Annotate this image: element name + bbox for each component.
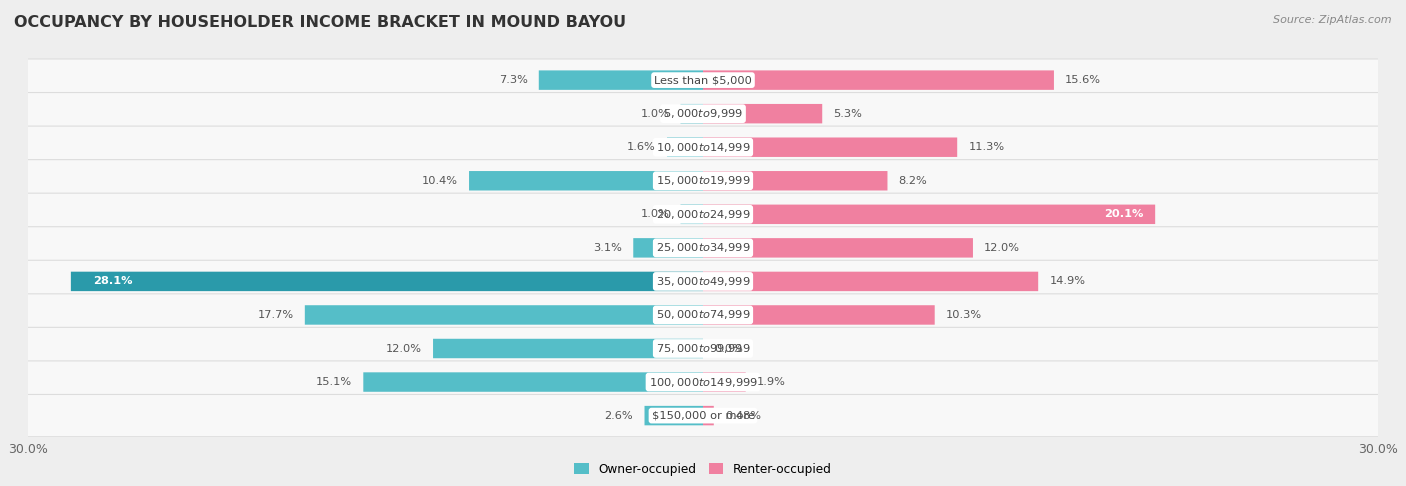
Text: 2.6%: 2.6%	[605, 411, 633, 420]
FancyBboxPatch shape	[703, 372, 745, 392]
Text: 10.3%: 10.3%	[946, 310, 981, 320]
FancyBboxPatch shape	[18, 294, 1388, 336]
FancyBboxPatch shape	[305, 305, 703, 325]
FancyBboxPatch shape	[18, 126, 1388, 168]
Text: 14.9%: 14.9%	[1049, 277, 1085, 286]
Text: $25,000 to $34,999: $25,000 to $34,999	[655, 242, 751, 254]
Text: $50,000 to $74,999: $50,000 to $74,999	[655, 309, 751, 321]
FancyBboxPatch shape	[633, 238, 703, 258]
FancyBboxPatch shape	[681, 205, 703, 224]
Text: $5,000 to $9,999: $5,000 to $9,999	[664, 107, 742, 120]
FancyBboxPatch shape	[538, 70, 703, 90]
FancyBboxPatch shape	[703, 238, 973, 258]
FancyBboxPatch shape	[470, 171, 703, 191]
FancyBboxPatch shape	[703, 70, 1054, 90]
FancyBboxPatch shape	[18, 361, 1388, 403]
Text: 12.0%: 12.0%	[984, 243, 1021, 253]
Text: Source: ZipAtlas.com: Source: ZipAtlas.com	[1274, 15, 1392, 25]
Text: 11.3%: 11.3%	[969, 142, 1004, 152]
Text: 10.4%: 10.4%	[422, 176, 458, 186]
Text: 1.9%: 1.9%	[756, 377, 786, 387]
FancyBboxPatch shape	[18, 59, 1388, 101]
Text: 15.6%: 15.6%	[1066, 75, 1101, 85]
Text: OCCUPANCY BY HOUSEHOLDER INCOME BRACKET IN MOUND BAYOU: OCCUPANCY BY HOUSEHOLDER INCOME BRACKET …	[14, 15, 626, 30]
Legend: Owner-occupied, Renter-occupied: Owner-occupied, Renter-occupied	[569, 458, 837, 481]
Text: 3.1%: 3.1%	[593, 243, 621, 253]
Text: 0.0%: 0.0%	[714, 344, 744, 353]
FancyBboxPatch shape	[703, 104, 823, 123]
FancyBboxPatch shape	[18, 159, 1388, 202]
Text: $10,000 to $14,999: $10,000 to $14,999	[655, 141, 751, 154]
Text: 7.3%: 7.3%	[499, 75, 527, 85]
Text: 1.0%: 1.0%	[640, 209, 669, 219]
FancyBboxPatch shape	[18, 395, 1388, 437]
FancyBboxPatch shape	[18, 92, 1388, 135]
FancyBboxPatch shape	[433, 339, 703, 358]
Text: $20,000 to $24,999: $20,000 to $24,999	[655, 208, 751, 221]
Text: $15,000 to $19,999: $15,000 to $19,999	[655, 174, 751, 187]
FancyBboxPatch shape	[681, 104, 703, 123]
FancyBboxPatch shape	[70, 272, 703, 291]
FancyBboxPatch shape	[666, 138, 703, 157]
FancyBboxPatch shape	[703, 305, 935, 325]
Text: 0.48%: 0.48%	[725, 411, 761, 420]
FancyBboxPatch shape	[18, 193, 1388, 235]
Text: $150,000 or more: $150,000 or more	[651, 411, 755, 420]
Text: 1.0%: 1.0%	[640, 109, 669, 119]
Text: $35,000 to $49,999: $35,000 to $49,999	[655, 275, 751, 288]
Text: Less than $5,000: Less than $5,000	[654, 75, 752, 85]
Text: 20.1%: 20.1%	[1105, 209, 1144, 219]
FancyBboxPatch shape	[703, 171, 887, 191]
FancyBboxPatch shape	[18, 260, 1388, 303]
Text: 8.2%: 8.2%	[898, 176, 928, 186]
Text: 12.0%: 12.0%	[385, 344, 422, 353]
FancyBboxPatch shape	[644, 406, 703, 425]
FancyBboxPatch shape	[18, 227, 1388, 269]
Text: $75,000 to $99,999: $75,000 to $99,999	[655, 342, 751, 355]
FancyBboxPatch shape	[363, 372, 703, 392]
Text: 1.6%: 1.6%	[627, 142, 655, 152]
FancyBboxPatch shape	[703, 272, 1038, 291]
Text: 28.1%: 28.1%	[93, 277, 132, 286]
Text: 5.3%: 5.3%	[834, 109, 862, 119]
FancyBboxPatch shape	[703, 205, 1156, 224]
Text: 17.7%: 17.7%	[257, 310, 294, 320]
FancyBboxPatch shape	[703, 406, 714, 425]
FancyBboxPatch shape	[18, 328, 1388, 370]
Text: 15.1%: 15.1%	[316, 377, 352, 387]
Text: $100,000 to $149,999: $100,000 to $149,999	[648, 376, 758, 388]
FancyBboxPatch shape	[703, 138, 957, 157]
